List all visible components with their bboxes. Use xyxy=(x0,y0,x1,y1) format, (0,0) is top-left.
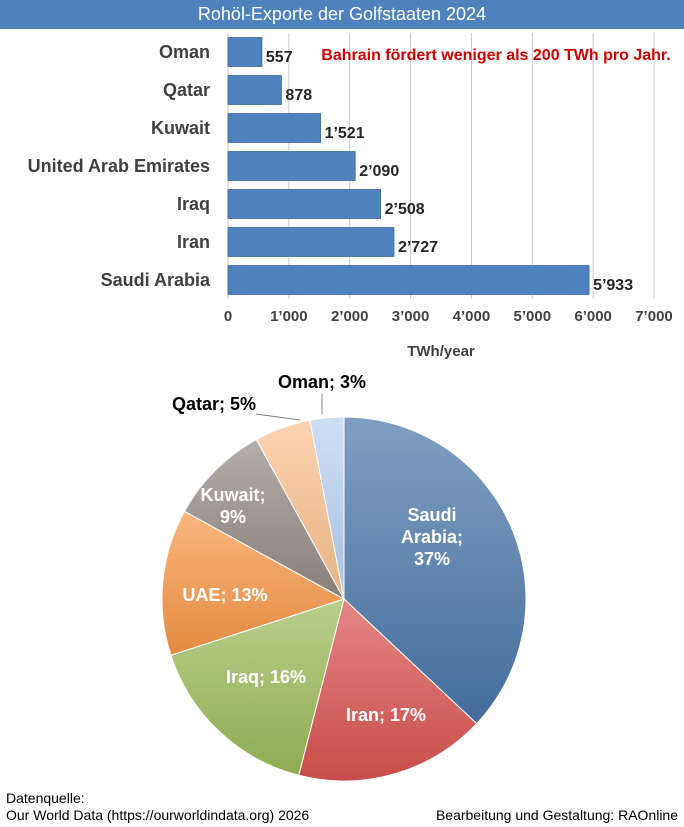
bar-chart: 0 1’000 2’000 3’000 4’000 5’000 6’000 7’000 Oman… xyxy=(28,33,673,360)
category-label: Kuwait xyxy=(151,118,210,138)
category-label: Qatar xyxy=(163,80,210,100)
pie-slice xyxy=(298,598,478,782)
category-label: Saudi Arabia xyxy=(101,270,211,290)
slice-label-line: Saudi xyxy=(407,505,456,525)
bar xyxy=(227,227,395,257)
pie-chart: Saudi Arabia; 37% Iran; 17% Iraq; 16% UAE; 13… xyxy=(161,372,527,782)
slice-label: Iran; 17% xyxy=(346,705,426,725)
data-label: 2’727 xyxy=(398,239,438,256)
x-tick-label: 2’000 xyxy=(331,308,369,325)
x-tick-label: 5’000 xyxy=(514,308,552,325)
data-label: 557 xyxy=(266,49,293,66)
slice-label: Oman; 3% xyxy=(278,372,366,392)
bar xyxy=(227,265,590,295)
slice-label-line: 37% xyxy=(414,549,450,569)
category-label: United Arab Emirates xyxy=(28,156,210,176)
leader-line xyxy=(255,413,301,421)
annotation: Bahrain fördert weniger als 200 TWh pro … xyxy=(321,47,670,64)
data-source-text: Our World Data (https://ourworldindata.o… xyxy=(6,807,310,823)
slice-label: Kuwait; 9% xyxy=(201,485,266,527)
x-tick-label: 0 xyxy=(224,308,232,325)
data-label: 878 xyxy=(285,87,312,104)
category-label: Iraq xyxy=(177,194,210,214)
slice-label-line: Qatar; 5% xyxy=(172,394,256,414)
bar xyxy=(227,75,282,105)
data-label: 2’508 xyxy=(385,201,425,218)
x-tick-label: 1’000 xyxy=(270,308,308,325)
slice-label: Qatar; 5% xyxy=(172,394,256,414)
slice-label: Saudi Arabia; 37% xyxy=(401,505,463,569)
slice-label-line: Arabia; xyxy=(401,527,463,547)
data-source: Datenquelle: Our World Data (https://our… xyxy=(6,790,309,824)
x-tick-label: 4’000 xyxy=(453,308,491,325)
pie-slice xyxy=(183,438,346,601)
category-label: Oman xyxy=(159,42,210,62)
bar xyxy=(227,189,382,219)
category-label: Iran xyxy=(177,232,210,252)
credit-text: Bearbeitung und Gestaltung: RAOnline xyxy=(435,807,678,823)
data-label: 2’090 xyxy=(359,163,399,180)
bar xyxy=(227,37,263,67)
x-tick-label: 6’000 xyxy=(574,308,612,325)
slice-label-line: UAE; 13% xyxy=(182,585,267,605)
x-axis-title: TWh/year xyxy=(407,343,475,360)
bar xyxy=(227,151,356,181)
slice-label: Iraq; 16% xyxy=(226,667,306,687)
slice-label-line: 9% xyxy=(220,507,246,527)
data-label: 1’521 xyxy=(325,125,365,142)
pie-slice xyxy=(170,598,345,776)
pie-slice xyxy=(343,416,527,725)
bar xyxy=(227,113,321,143)
chart-title: Rohöl-Exporte der Golfstaaten 2024 xyxy=(0,0,684,29)
slice-label: UAE; 13% xyxy=(182,585,267,605)
slice-label-line: Kuwait; xyxy=(201,485,266,505)
x-tick-label: 3’000 xyxy=(392,308,430,325)
pie-slice xyxy=(309,416,345,600)
data-source-heading: Datenquelle: xyxy=(6,790,85,806)
data-label: 5’933 xyxy=(593,277,633,294)
pie-slice xyxy=(161,510,346,656)
slice-label-line: Oman; 3% xyxy=(278,372,366,392)
slice-label-line: Iraq; 16% xyxy=(226,667,306,687)
x-tick-label: 7’000 xyxy=(635,308,673,325)
slice-label-line: Iran; 17% xyxy=(346,705,426,725)
